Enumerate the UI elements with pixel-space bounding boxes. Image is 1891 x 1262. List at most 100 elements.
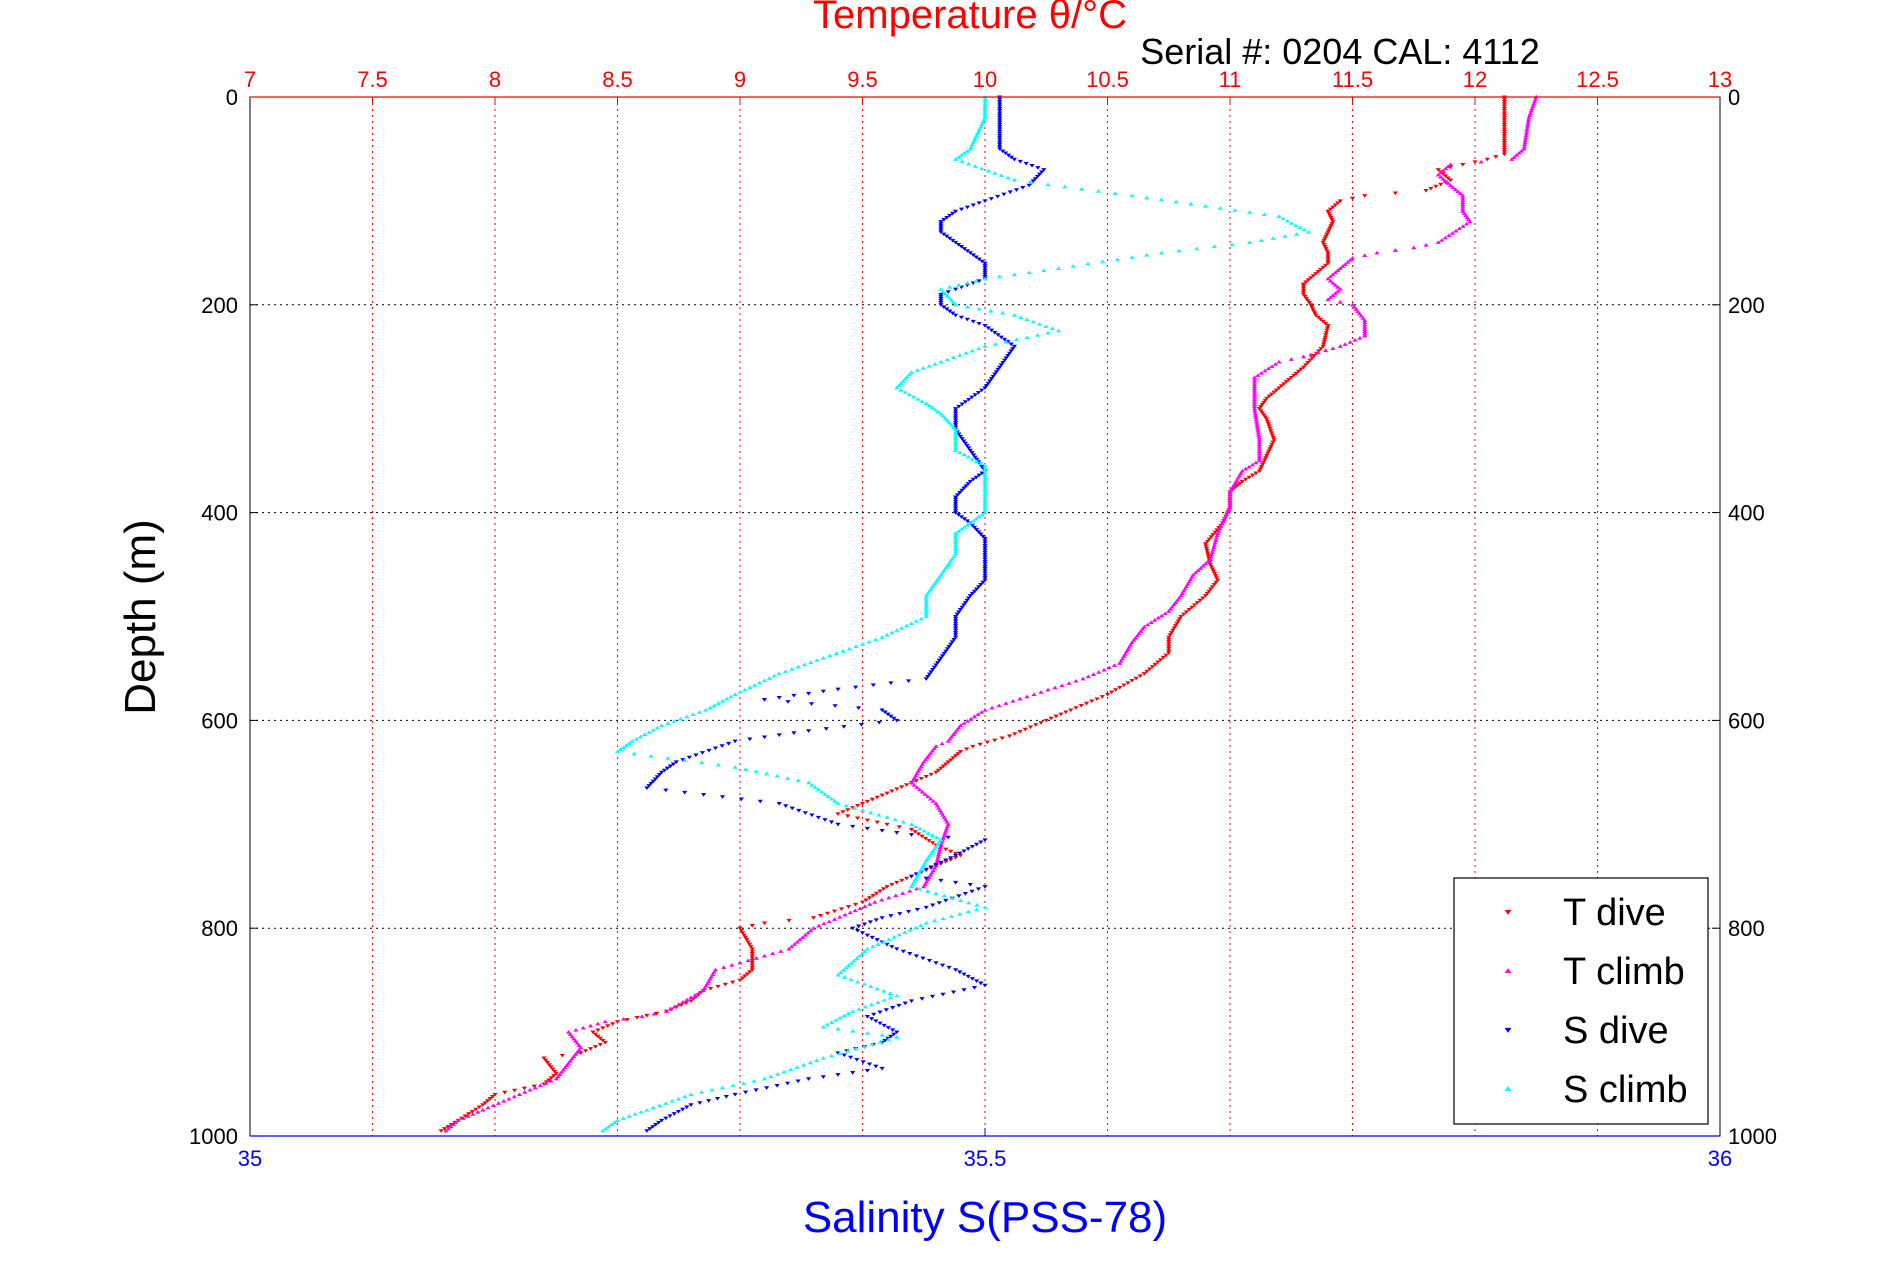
data-point (953, 436, 959, 441)
sal-tick-label: 35 (238, 1146, 262, 1171)
data-point (967, 479, 973, 484)
data-point (1353, 307, 1359, 311)
data-point (1002, 358, 1008, 363)
data-point (859, 808, 866, 813)
data-point (1301, 227, 1307, 232)
data-point (1011, 272, 1017, 277)
data-point (749, 958, 755, 963)
data-point (814, 1058, 820, 1062)
data-point (982, 557, 988, 562)
data-point (600, 1038, 606, 1043)
data-point (997, 145, 1003, 149)
data-point (1167, 606, 1174, 611)
data-point (922, 836, 929, 841)
data-point (729, 963, 735, 967)
data-point (976, 257, 982, 262)
data-point (1357, 335, 1363, 340)
data-point (1256, 449, 1262, 453)
data-point (1318, 267, 1324, 272)
data-point (873, 1019, 879, 1024)
data-point (816, 923, 822, 928)
data-point (876, 720, 882, 725)
data-point (747, 970, 753, 974)
data-point (946, 644, 952, 649)
data-point (1493, 155, 1499, 159)
data-point (961, 486, 967, 491)
data-point (850, 1028, 856, 1033)
data-point (984, 740, 991, 745)
data-point (482, 1101, 488, 1105)
data-point (1322, 263, 1329, 268)
data-point (886, 1037, 892, 1042)
data-point (937, 845, 943, 849)
data-point (958, 315, 965, 320)
data-point (1008, 342, 1014, 347)
data-point (998, 335, 1004, 340)
data-point (667, 1114, 673, 1119)
data-point (573, 1027, 579, 1032)
data-point (1203, 544, 1209, 549)
data-point (957, 608, 964, 612)
data-point (1251, 406, 1258, 411)
data-point (940, 414, 946, 418)
data-point (1037, 322, 1043, 326)
data-point (809, 782, 815, 787)
data-point (789, 944, 795, 949)
data-point (1312, 311, 1318, 316)
data-point (761, 678, 768, 683)
data-point (1443, 174, 1449, 179)
data-point (1144, 252, 1150, 257)
data-point (961, 517, 968, 521)
data-point (1251, 382, 1258, 386)
data-point (1265, 366, 1272, 371)
data-point (543, 1081, 549, 1085)
data-point (867, 902, 873, 906)
data-point (1300, 290, 1307, 295)
data-point (943, 649, 949, 654)
data-point (684, 997, 690, 1002)
data-point (558, 1070, 565, 1074)
data-point (1337, 199, 1343, 203)
data-point (873, 1064, 879, 1069)
data-point (1210, 532, 1216, 537)
data-point (902, 930, 908, 935)
data-point (997, 111, 1003, 116)
data-point (1307, 358, 1313, 363)
data-point (786, 918, 792, 923)
data-point (693, 753, 699, 758)
data-point (859, 642, 866, 646)
data-point (1148, 620, 1154, 624)
data-point (776, 733, 782, 738)
data-point (944, 418, 950, 423)
data-point (953, 209, 959, 214)
data-point (959, 488, 965, 493)
data-point (1147, 667, 1153, 672)
temp-tick-label: 10 (973, 67, 997, 92)
data-point (988, 377, 995, 381)
data-point (1251, 404, 1258, 409)
data-point (969, 591, 975, 596)
data-point (1524, 129, 1530, 133)
data-point (941, 893, 947, 898)
data-point (711, 703, 717, 708)
data-point (840, 810, 846, 814)
data-point (1211, 543, 1218, 547)
data-point (953, 499, 959, 504)
data-point (937, 847, 943, 852)
data-point (982, 548, 988, 553)
data-point (1349, 196, 1356, 201)
data-point (597, 1043, 603, 1047)
data-point (1332, 291, 1338, 295)
data-point (737, 690, 743, 694)
data-point (885, 712, 891, 717)
data-point (820, 689, 826, 694)
data-point (938, 222, 944, 226)
data-point (1160, 655, 1166, 660)
data-point (1321, 340, 1327, 344)
data-point (957, 912, 963, 916)
data-point (1113, 688, 1119, 692)
data-point (1256, 453, 1262, 458)
data-point (982, 263, 988, 268)
data-point (565, 1061, 572, 1065)
data-point (1166, 646, 1172, 651)
